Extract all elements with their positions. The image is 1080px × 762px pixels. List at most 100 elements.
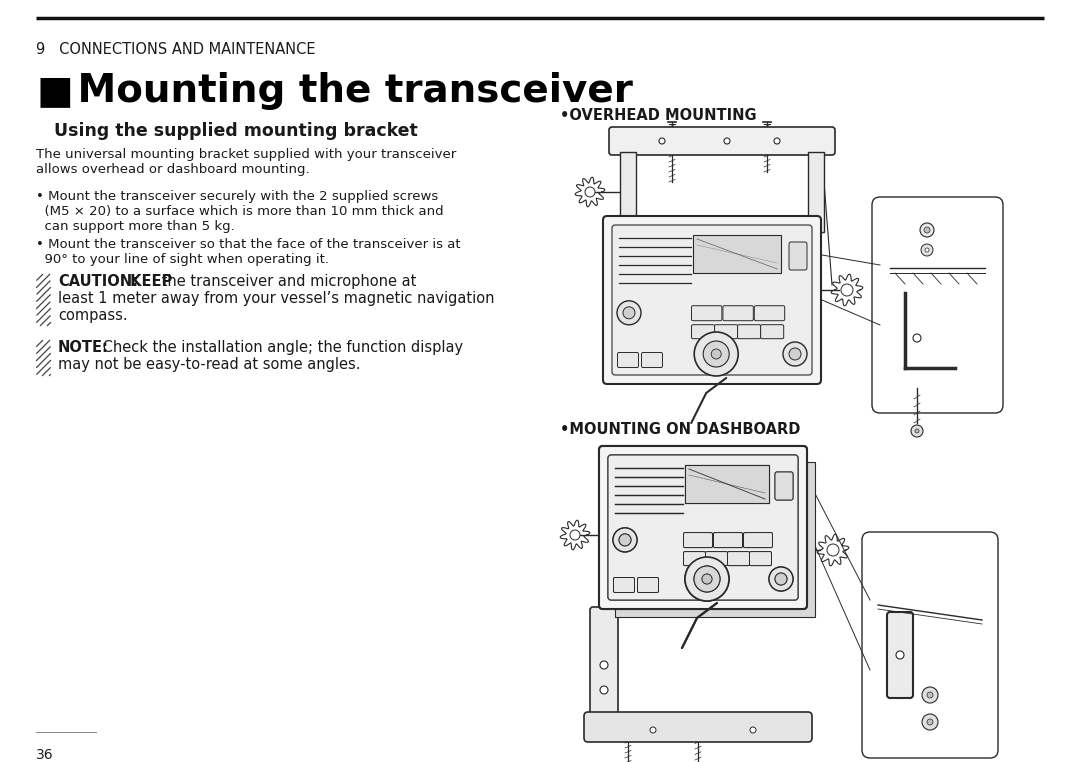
Circle shape: [703, 341, 729, 367]
Bar: [620, 152, 636, 232]
FancyBboxPatch shape: [714, 533, 743, 548]
FancyBboxPatch shape: [608, 455, 798, 600]
Circle shape: [927, 692, 933, 698]
FancyBboxPatch shape: [608, 455, 798, 600]
Circle shape: [924, 248, 929, 252]
Circle shape: [924, 227, 930, 233]
Text: • Mount the transceiver securely with the 2 supplied screws: • Mount the transceiver securely with th…: [36, 190, 438, 203]
Circle shape: [570, 530, 580, 540]
Circle shape: [922, 687, 939, 703]
Circle shape: [623, 307, 635, 319]
FancyBboxPatch shape: [738, 325, 760, 338]
Circle shape: [619, 534, 631, 546]
Circle shape: [783, 342, 807, 366]
Polygon shape: [561, 520, 590, 550]
FancyBboxPatch shape: [705, 552, 728, 565]
FancyBboxPatch shape: [723, 306, 754, 321]
FancyBboxPatch shape: [705, 552, 728, 565]
FancyBboxPatch shape: [743, 533, 772, 548]
FancyBboxPatch shape: [789, 242, 807, 270]
FancyBboxPatch shape: [603, 216, 821, 384]
Circle shape: [600, 661, 608, 669]
Circle shape: [619, 534, 631, 546]
Circle shape: [724, 138, 730, 144]
Text: ■: ■: [36, 72, 72, 110]
Text: Mounting the transceiver: Mounting the transceiver: [64, 72, 633, 110]
FancyBboxPatch shape: [590, 607, 618, 723]
Bar: [685, 465, 769, 503]
Circle shape: [920, 223, 934, 237]
Circle shape: [775, 573, 787, 585]
Text: the transceiver and microphone at: the transceiver and microphone at: [157, 274, 417, 289]
FancyBboxPatch shape: [775, 472, 793, 500]
Circle shape: [913, 334, 921, 342]
FancyBboxPatch shape: [691, 325, 715, 338]
Circle shape: [712, 349, 721, 359]
FancyBboxPatch shape: [887, 612, 913, 698]
FancyBboxPatch shape: [684, 533, 713, 548]
Circle shape: [896, 651, 904, 659]
Circle shape: [912, 425, 923, 437]
FancyBboxPatch shape: [613, 578, 635, 593]
FancyBboxPatch shape: [862, 532, 998, 758]
Circle shape: [769, 567, 793, 591]
Circle shape: [841, 284, 853, 296]
Bar: [615, 462, 815, 617]
Circle shape: [613, 528, 637, 552]
Text: 90° to your line of sight when operating it.: 90° to your line of sight when operating…: [36, 253, 329, 266]
Circle shape: [789, 348, 801, 360]
Text: The universal mounting bracket supplied with your transceiver: The universal mounting bracket supplied …: [36, 148, 456, 161]
FancyBboxPatch shape: [599, 446, 807, 609]
FancyBboxPatch shape: [760, 325, 784, 338]
Text: • Mount the transceiver so that the face of the transceiver is at: • Mount the transceiver so that the face…: [36, 238, 461, 251]
Circle shape: [694, 566, 720, 592]
FancyBboxPatch shape: [612, 225, 812, 375]
Circle shape: [600, 686, 608, 694]
Circle shape: [613, 528, 637, 552]
Circle shape: [775, 573, 787, 585]
FancyBboxPatch shape: [750, 552, 771, 565]
Polygon shape: [576, 178, 605, 207]
Polygon shape: [818, 534, 849, 565]
Circle shape: [774, 138, 780, 144]
Text: allows overhead or dashboard mounting.: allows overhead or dashboard mounting.: [36, 163, 310, 176]
FancyBboxPatch shape: [684, 552, 705, 565]
Circle shape: [659, 138, 665, 144]
Circle shape: [702, 574, 712, 584]
Bar: [808, 152, 824, 232]
FancyBboxPatch shape: [637, 578, 659, 593]
Circle shape: [685, 557, 729, 601]
FancyBboxPatch shape: [618, 353, 638, 367]
FancyBboxPatch shape: [754, 306, 785, 321]
Bar: [685, 465, 769, 503]
FancyBboxPatch shape: [691, 306, 721, 321]
FancyBboxPatch shape: [637, 578, 659, 593]
Text: (M5 × 20) to a surface which is more than 10 mm thick and: (M5 × 20) to a surface which is more tha…: [36, 205, 444, 218]
Circle shape: [685, 557, 729, 601]
Text: CAUTION:: CAUTION:: [58, 274, 138, 289]
Circle shape: [702, 574, 712, 584]
Bar: [693, 235, 781, 273]
Text: can support more than 5 kg.: can support more than 5 kg.: [36, 220, 234, 233]
Circle shape: [585, 187, 595, 197]
Text: Check the installation angle; the function display: Check the installation angle; the functi…: [98, 340, 463, 355]
Text: 9   CONNECTIONS AND MAINTENANCE: 9 CONNECTIONS AND MAINTENANCE: [36, 42, 315, 57]
FancyBboxPatch shape: [872, 197, 1003, 413]
FancyBboxPatch shape: [599, 446, 807, 609]
Text: •OVERHEAD MOUNTING: •OVERHEAD MOUNTING: [561, 108, 757, 123]
FancyBboxPatch shape: [715, 325, 738, 338]
FancyBboxPatch shape: [750, 552, 771, 565]
Circle shape: [617, 301, 642, 325]
FancyBboxPatch shape: [714, 533, 743, 548]
Text: Using the supplied mounting bracket: Using the supplied mounting bracket: [54, 122, 418, 140]
Circle shape: [922, 714, 939, 730]
Text: •MOUNTING ON DASHBOARD: •MOUNTING ON DASHBOARD: [561, 422, 800, 437]
Text: may not be easy-to-read at some angles.: may not be easy-to-read at some angles.: [58, 357, 361, 372]
Circle shape: [769, 567, 793, 591]
FancyBboxPatch shape: [584, 712, 812, 742]
FancyBboxPatch shape: [609, 127, 835, 155]
Circle shape: [694, 332, 739, 376]
FancyBboxPatch shape: [642, 353, 662, 367]
FancyBboxPatch shape: [728, 552, 750, 565]
Circle shape: [827, 544, 839, 556]
